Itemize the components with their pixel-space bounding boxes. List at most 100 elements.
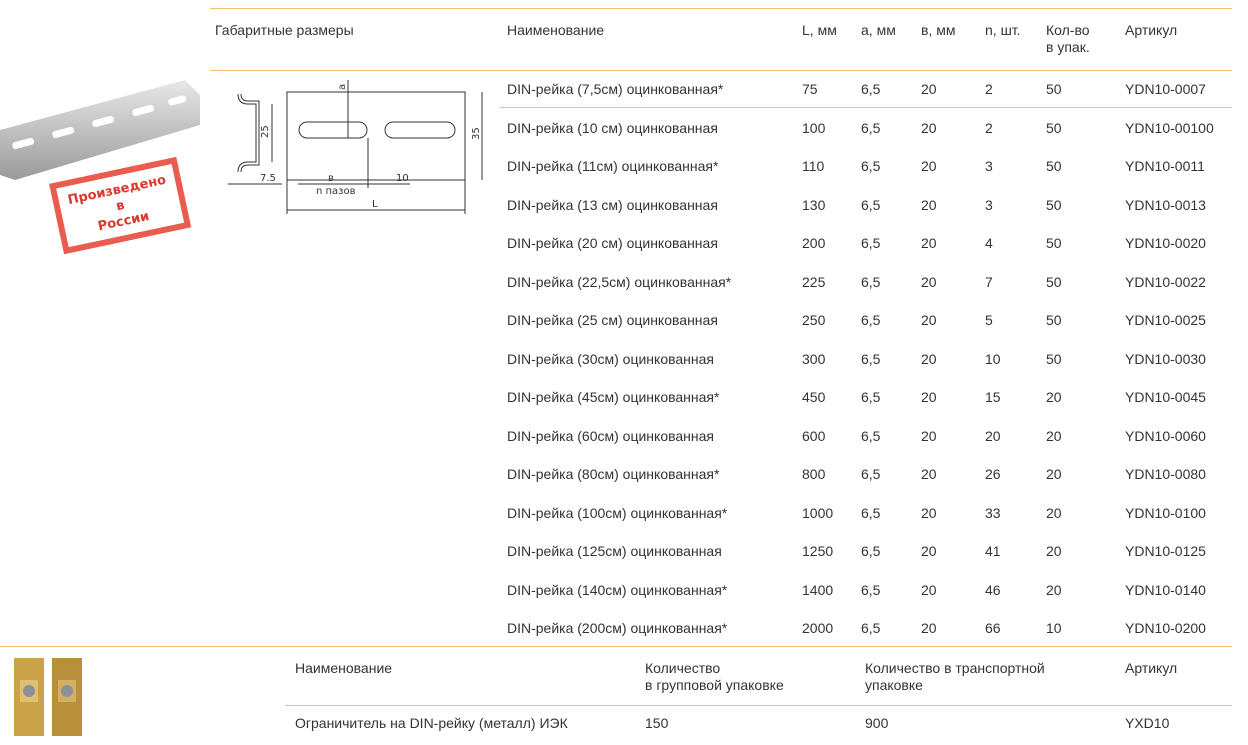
table-cell: 225: [802, 273, 826, 290]
table-cell: YDN10-0140: [1125, 581, 1206, 598]
table-cell: DIN-рейка (20 см) оцинкованная: [507, 235, 718, 251]
dim-label: L: [372, 199, 378, 210]
rail-image: Произведено в России: [0, 80, 200, 255]
table-cell: 6,5: [861, 620, 881, 636]
table-cell: 20: [921, 196, 937, 213]
table-cell: 900: [865, 715, 889, 731]
dim-label: 25: [260, 125, 271, 138]
table-cell: YXD10: [1125, 715, 1170, 731]
table-cell: 20: [921, 504, 937, 521]
table-cell: DIN-рейка (25 см) оцинкованная: [507, 312, 718, 328]
dim-label: 35: [471, 127, 482, 140]
table-cell: YDN10-00100: [1125, 119, 1214, 136]
table-cell: 6,5: [861, 81, 881, 97]
table-cell: 50: [1046, 235, 1062, 251]
table-cell: 50: [1046, 196, 1062, 213]
table-cell: DIN-рейка (100см) оцинкованная*: [507, 504, 728, 521]
table-cell: DIN-рейка (80см) оцинкованная*: [507, 466, 720, 482]
dimension-drawing: a 25 35 7.5 в n пазов 10 L: [228, 80, 483, 214]
rule: [210, 8, 1232, 9]
table-cell: 3: [985, 158, 993, 174]
table-cell: 20: [921, 350, 937, 367]
table-cell: 150: [645, 715, 669, 731]
table-cell: 20: [921, 312, 937, 328]
table-cell: 6,5: [861, 312, 881, 328]
table-cell: 4: [985, 235, 993, 251]
header-cell: в упак.: [1046, 39, 1090, 55]
table-cell: 50: [1046, 119, 1062, 136]
header-cell: Наименование: [295, 660, 393, 676]
table-cell: 2: [985, 81, 993, 97]
table-cell: YDN10-0100: [1125, 504, 1206, 521]
header-cell: Артикул: [1125, 660, 1178, 676]
table-cell: 75: [802, 81, 818, 97]
header-cell: упаковке: [865, 677, 923, 693]
table-cell: 3: [985, 196, 993, 213]
dim-label: 7.5: [260, 173, 276, 184]
table-cell: 50: [1046, 350, 1062, 367]
table-cell: 1250: [802, 543, 834, 559]
table-cell: YDN10-0020: [1125, 235, 1206, 251]
table-cell: 100: [802, 119, 826, 136]
table-cell: 20: [921, 427, 937, 444]
header-cell: Количество: [645, 660, 721, 676]
header-cell: Наименование: [507, 22, 605, 38]
table-cell: 130: [802, 196, 826, 213]
header-cell: в, мм: [921, 22, 956, 38]
table-cell: 600: [802, 427, 826, 444]
table-cell: 6,5: [861, 119, 881, 136]
header-cell: в групповой упаковке: [645, 677, 784, 693]
table-cell: 20: [921, 273, 937, 290]
table-cell: 6,5: [861, 158, 881, 174]
table-cell: DIN-рейка (140см) оцинкованная*: [507, 581, 728, 598]
table-cell: 20: [1046, 389, 1062, 405]
table-cell: 50: [1046, 158, 1062, 174]
table-cell: YDN10-0011: [1125, 158, 1205, 174]
table-cell: 6,5: [861, 427, 881, 444]
table-cell: DIN-рейка (30см) оцинкованная: [507, 350, 715, 367]
table-cell: YDN10-0080: [1125, 466, 1206, 482]
table-cell: 1400: [802, 581, 834, 598]
table-cell: 20: [1046, 504, 1062, 521]
rule: [500, 107, 1232, 108]
table-cell: DIN-рейка (22,5см) оцинкованная*: [507, 273, 732, 290]
dim-label: a: [337, 84, 348, 90]
table-cell: DIN-рейка (13 см) оцинкованная: [507, 196, 718, 213]
header-cell: Габаритные размеры: [215, 22, 354, 38]
dim-label: 10: [396, 173, 409, 184]
table-cell: 20: [1046, 466, 1062, 482]
table-cell: 33: [985, 504, 1001, 521]
table-cell: DIN-рейка (200см) оцинкованная*: [507, 620, 728, 636]
rule: [285, 705, 1232, 706]
header-cell: а, мм: [861, 22, 896, 38]
table-cell: 10: [1046, 620, 1062, 636]
table-cell: 20: [985, 427, 1001, 444]
table-cell: 20: [1046, 581, 1062, 598]
header-cell: Кол-во: [1046, 22, 1090, 38]
table-cell: 7: [985, 273, 993, 290]
table-cell: DIN-рейка (125см) оцинкованная: [507, 543, 722, 559]
dim-label: n пазов: [316, 186, 356, 197]
table-cell: 2000: [802, 620, 834, 636]
table-cell: 20: [921, 543, 937, 559]
table-cell: 50: [1046, 273, 1062, 290]
table-cell: 450: [802, 389, 826, 405]
header-cell: Артикул: [1125, 22, 1178, 38]
table-cell: YDN10-0022: [1125, 273, 1206, 290]
table-cell: YDN10-0125: [1125, 543, 1206, 559]
table-cell: 2: [985, 119, 993, 136]
header-cell: n, шт.: [985, 22, 1021, 38]
table-cell: 20: [921, 235, 937, 251]
table-cell: 300: [802, 350, 826, 367]
table-cell: DIN-рейка (45см) оцинкованная*: [507, 389, 720, 405]
dim-label: в: [328, 173, 334, 184]
table-cell: 6,5: [861, 504, 881, 521]
rule: [210, 70, 1232, 71]
table-cell: YDN10-0025: [1125, 312, 1206, 328]
table-cell: 5: [985, 312, 993, 328]
table-cell: YDN10-0007: [1125, 81, 1206, 97]
table-cell: 10: [985, 350, 1001, 367]
table-cell: Ограничитель на DIN-рейку (металл) ИЭК: [295, 715, 568, 731]
table-cell: DIN-рейка (10 см) оцинкованная: [507, 119, 718, 136]
